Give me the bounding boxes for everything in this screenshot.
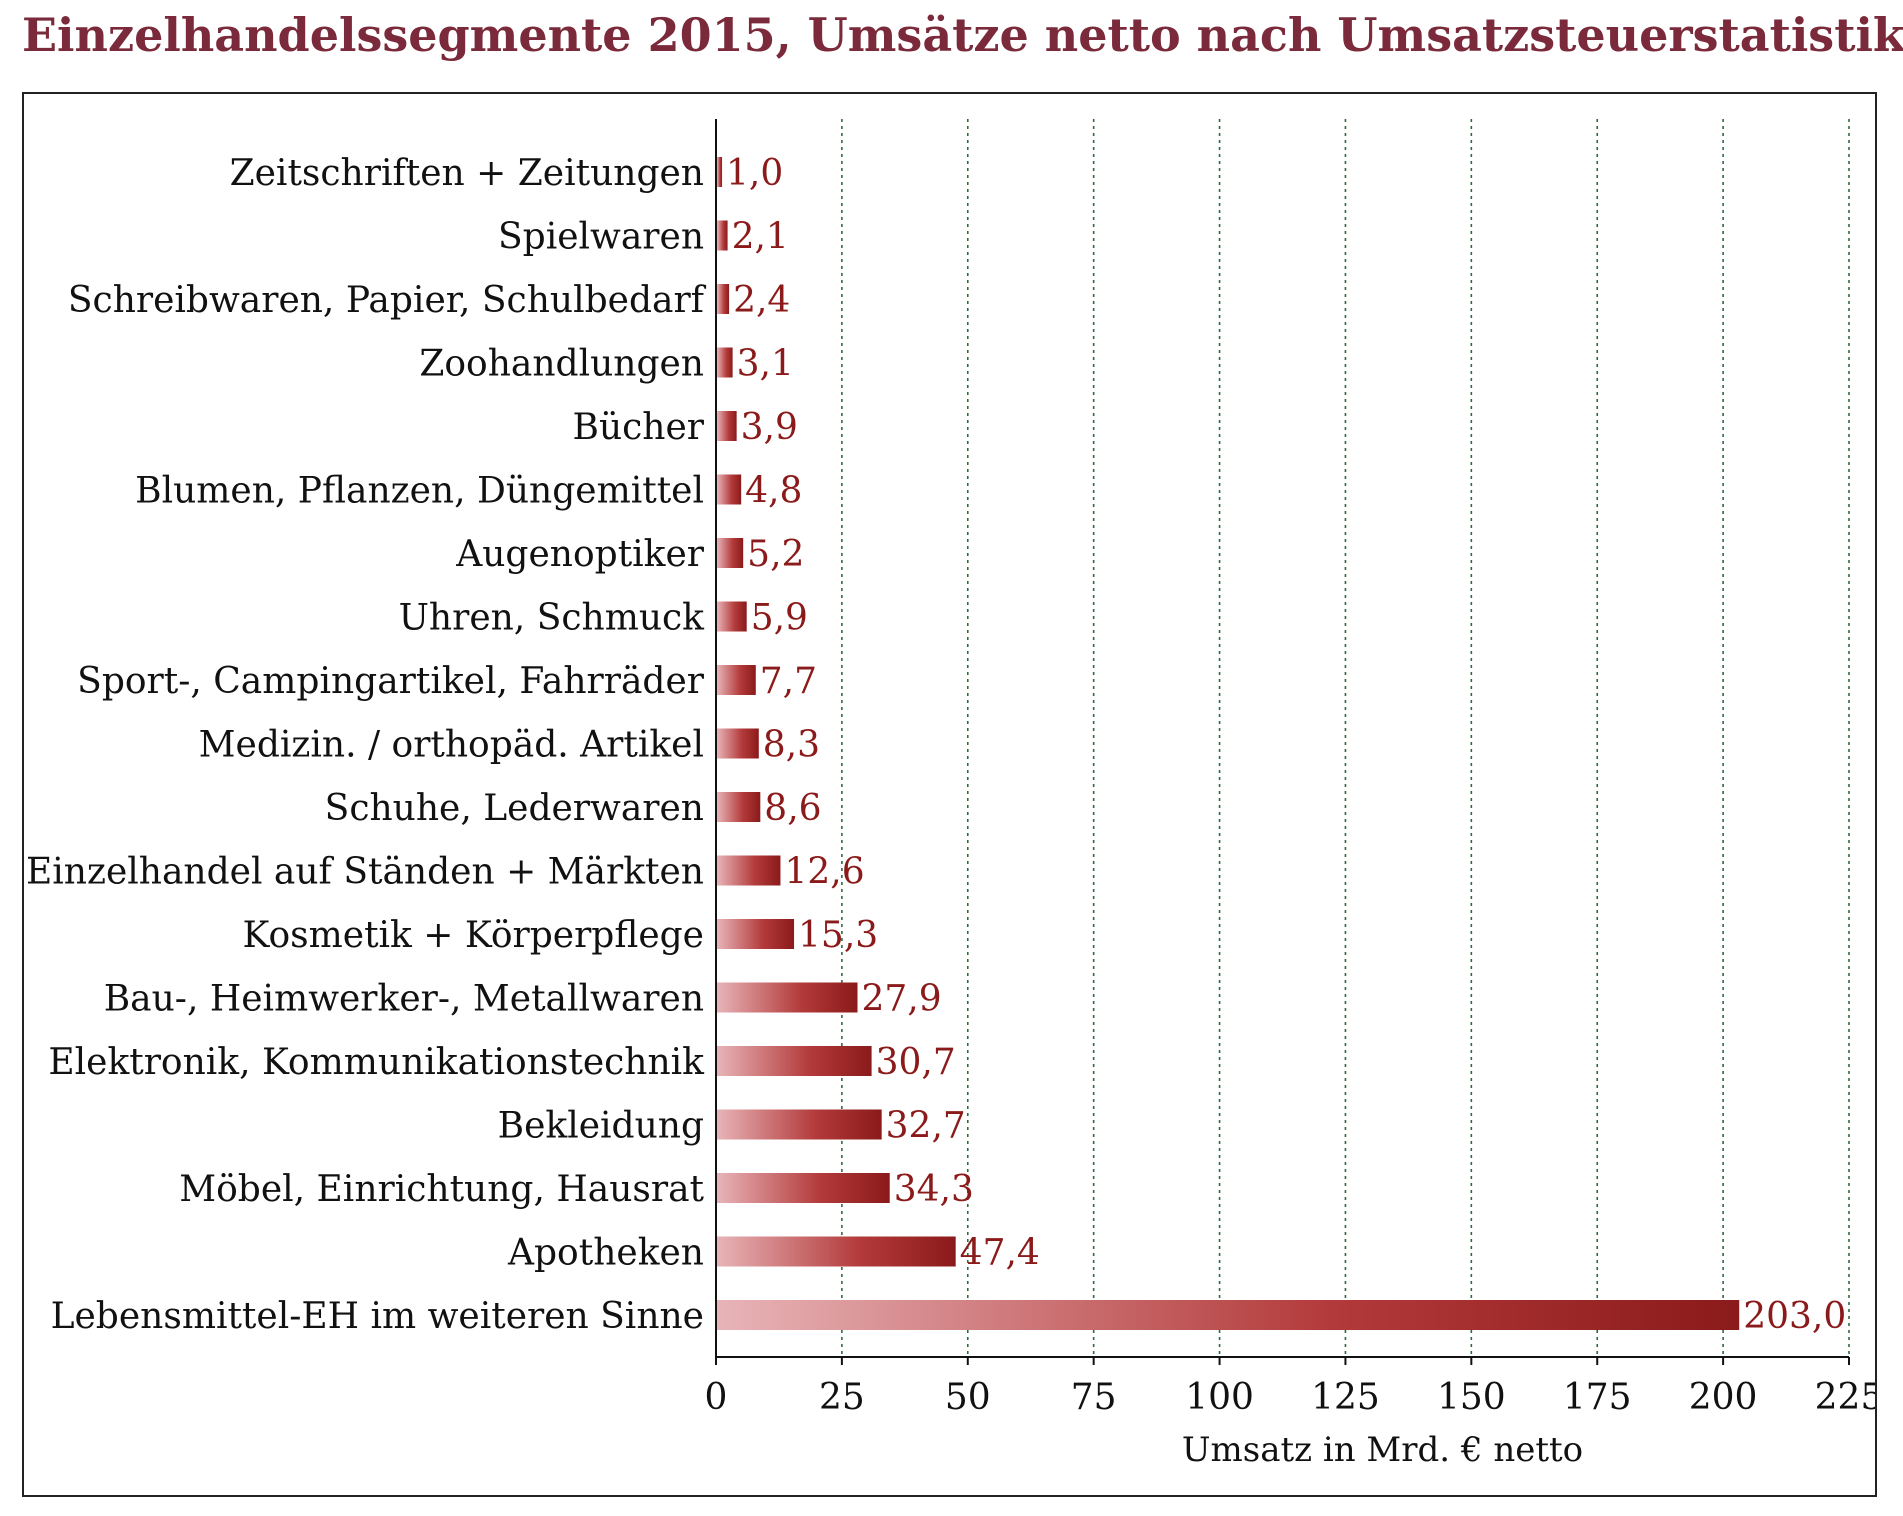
value-label: 34,3 bbox=[894, 1169, 974, 1210]
bar bbox=[717, 919, 795, 949]
x-tick-label: 100 bbox=[1185, 1377, 1254, 1418]
value-label: 12,6 bbox=[784, 852, 864, 893]
chart-title: Einzelhandelssegmente 2015, Umsätze nett… bbox=[22, 8, 1903, 62]
value-label: 7,7 bbox=[760, 661, 817, 702]
bar bbox=[717, 220, 728, 251]
value-label: 4,8 bbox=[745, 471, 802, 512]
category-label: Apotheken bbox=[507, 1233, 704, 1274]
category-label: Zoohandlungen bbox=[419, 344, 704, 385]
x-tick-label: 175 bbox=[1563, 1377, 1632, 1418]
bar bbox=[717, 1109, 882, 1140]
bar bbox=[717, 1046, 872, 1076]
bar bbox=[717, 855, 781, 886]
labels: Zeitschriften + Zeitungen 1,0 Spielwaren 2,… bbox=[26, 153, 1846, 1337]
x-tick-label: 0 bbox=[705, 1377, 728, 1418]
value-label: 3,9 bbox=[741, 407, 798, 448]
category-label: Uhren, Schmuck bbox=[399, 598, 706, 639]
bar bbox=[717, 347, 733, 378]
bar bbox=[717, 728, 759, 759]
category-label: Zeitschriften + Zeitungen bbox=[230, 153, 704, 194]
x-axis-title: Umsatz in Mrd. € netto bbox=[1182, 1430, 1583, 1470]
category-label: Augenoptiker bbox=[455, 534, 705, 575]
category-label: Kosmetik + Körperpflege bbox=[243, 915, 704, 956]
bar bbox=[717, 474, 742, 505]
category-label: Lebensmittel-EH im weiteren Sinne bbox=[51, 1296, 704, 1337]
x-tick-label: 225 bbox=[1815, 1377, 1875, 1418]
bar bbox=[717, 284, 730, 314]
x-tick-label: 125 bbox=[1311, 1377, 1380, 1418]
category-label: Bekleidung bbox=[498, 1106, 704, 1147]
value-label: 3,1 bbox=[737, 344, 794, 385]
bar bbox=[717, 538, 744, 568]
value-label: 15,3 bbox=[798, 915, 878, 956]
category-label: Blumen, Pflanzen, Düngemittel bbox=[135, 471, 704, 512]
x-tick-label: 150 bbox=[1437, 1377, 1506, 1418]
category-label: Bau-, Heimwerker-, Metallwaren bbox=[104, 979, 704, 1020]
bar bbox=[717, 157, 723, 187]
x-axis: 0 25 50 75 100 125 150 175 200 225 Umsatz in Mrd. … bbox=[705, 119, 1875, 1470]
category-label: Möbel, Einrichtung, Hausrat bbox=[179, 1169, 704, 1210]
value-label: 30,7 bbox=[876, 1042, 956, 1083]
bar-chart: 0 25 50 75 100 125 150 175 200 225 Umsatz in Mrd. … bbox=[26, 119, 1875, 1470]
x-tick-label: 75 bbox=[1071, 1377, 1117, 1418]
bar bbox=[717, 1300, 1740, 1330]
value-label: 1,0 bbox=[726, 153, 783, 194]
value-label: 47,4 bbox=[960, 1233, 1040, 1274]
category-label: Schreibwaren, Papier, Schulbedarf bbox=[68, 280, 707, 321]
category-label: Spielwaren bbox=[498, 217, 704, 258]
value-label: 2,1 bbox=[732, 217, 789, 258]
category-label: Elektronik, Kommunikationstechnik bbox=[48, 1042, 705, 1083]
category-label: Sport-, Campingartikel, Fahrräder bbox=[77, 661, 705, 702]
value-label: 5,9 bbox=[751, 598, 808, 639]
bar bbox=[717, 1173, 890, 1203]
bar bbox=[717, 665, 756, 695]
x-tick-label: 200 bbox=[1689, 1377, 1758, 1418]
bar bbox=[717, 601, 747, 632]
value-label: 8,3 bbox=[763, 725, 820, 766]
value-label: 5,2 bbox=[747, 534, 804, 575]
category-label: Medizin. / orthopäd. Artikel bbox=[199, 725, 704, 766]
value-label: 8,6 bbox=[764, 788, 821, 829]
value-label: 203,0 bbox=[1743, 1296, 1846, 1337]
category-label: Schuhe, Lederwaren bbox=[325, 788, 704, 829]
bar bbox=[717, 982, 858, 1013]
value-label: 27,9 bbox=[861, 979, 941, 1020]
category-label: Bücher bbox=[572, 407, 704, 448]
bar bbox=[717, 792, 761, 822]
category-label: Einzelhandel auf Ständen + Märkten bbox=[26, 852, 704, 893]
bars bbox=[717, 157, 1740, 1330]
bar bbox=[717, 411, 737, 441]
value-label: 2,4 bbox=[733, 280, 790, 321]
x-tick-label: 25 bbox=[819, 1377, 865, 1418]
bar bbox=[717, 1236, 956, 1267]
chart-frame: 0 25 50 75 100 125 150 175 200 225 Umsatz in Mrd. … bbox=[22, 92, 1877, 1497]
value-label: 32,7 bbox=[886, 1106, 966, 1147]
x-tick-label: 50 bbox=[945, 1377, 991, 1418]
grid-lines bbox=[841, 119, 1850, 1357]
